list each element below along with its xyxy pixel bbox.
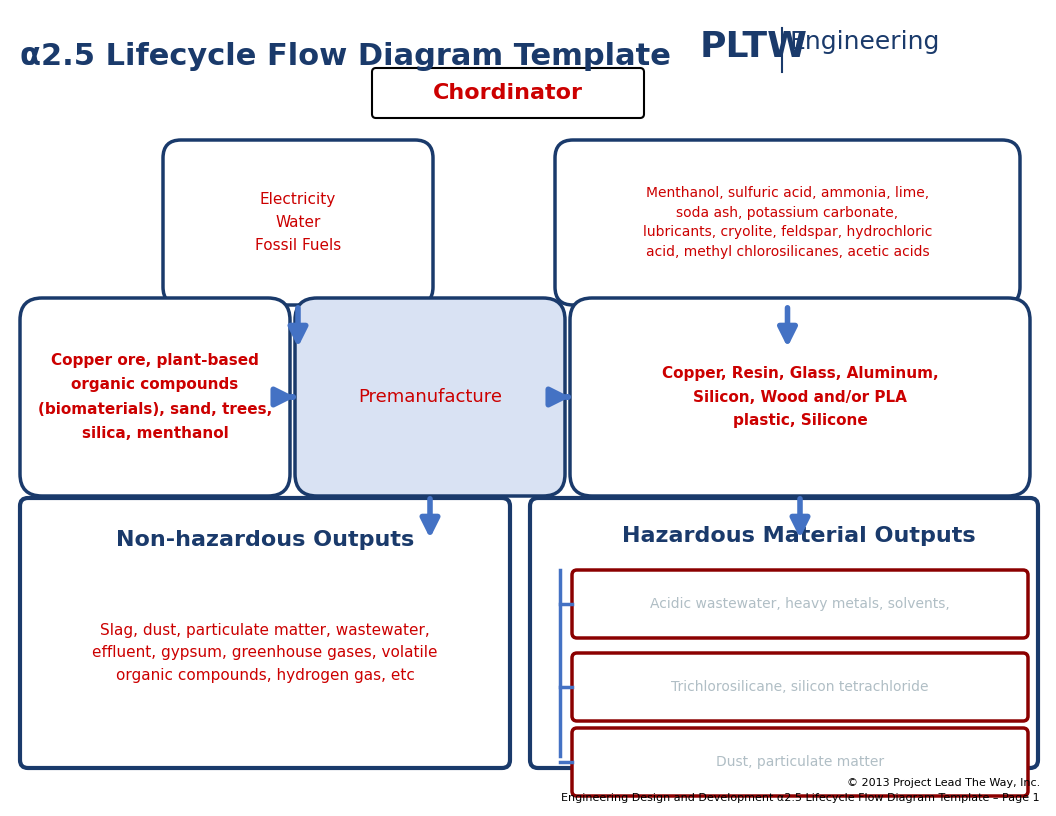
FancyBboxPatch shape: [570, 298, 1030, 496]
FancyBboxPatch shape: [555, 140, 1020, 305]
Text: Trichlorosilicane, silicon tetrachloride: Trichlorosilicane, silicon tetrachloride: [672, 680, 928, 694]
FancyBboxPatch shape: [530, 498, 1038, 768]
Text: Copper ore, plant-based
organic compounds
(biomaterials), sand, trees,
silica, m: Copper ore, plant-based organic compound…: [38, 353, 272, 441]
Text: Chordinator: Chordinator: [433, 83, 583, 103]
Text: Hazardous Material Outputs: Hazardous Material Outputs: [622, 526, 976, 546]
FancyBboxPatch shape: [572, 728, 1027, 796]
FancyBboxPatch shape: [163, 140, 433, 305]
FancyBboxPatch shape: [20, 298, 290, 496]
Text: Engineering: Engineering: [790, 30, 941, 54]
Text: Non-hazardous Outputs: Non-hazardous Outputs: [116, 530, 414, 550]
FancyBboxPatch shape: [372, 68, 644, 118]
Text: Acidic wastewater, heavy metals, solvents,: Acidic wastewater, heavy metals, solvent…: [650, 597, 950, 611]
Text: Copper, Resin, Glass, Aluminum,
Silicon, Wood and/or PLA
plastic, Silicone: Copper, Resin, Glass, Aluminum, Silicon,…: [662, 366, 939, 428]
Text: Premanufacture: Premanufacture: [358, 388, 502, 406]
Text: © 2013 Project Lead The Way, Inc.: © 2013 Project Lead The Way, Inc.: [847, 778, 1040, 788]
Text: Engineering Design and Development α2.5 Lifecycle Flow Diagram Template – Page 1: Engineering Design and Development α2.5 …: [562, 793, 1040, 803]
Text: PLTW: PLTW: [700, 30, 808, 64]
FancyBboxPatch shape: [572, 653, 1027, 721]
Text: α2.5 Lifecycle Flow Diagram Template: α2.5 Lifecycle Flow Diagram Template: [20, 42, 671, 71]
Text: Slag, dust, particulate matter, wastewater,
effluent, gypsum, greenhouse gases, : Slag, dust, particulate matter, wastewat…: [92, 623, 438, 683]
FancyBboxPatch shape: [572, 570, 1027, 638]
Text: Menthanol, sulfuric acid, ammonia, lime,
soda ash, potassium carbonate,
lubrican: Menthanol, sulfuric acid, ammonia, lime,…: [643, 186, 932, 259]
Text: Dust, particulate matter: Dust, particulate matter: [716, 755, 884, 769]
FancyBboxPatch shape: [20, 498, 510, 768]
Text: Electricity
Water
Fossil Fuels: Electricity Water Fossil Fuels: [254, 192, 341, 254]
FancyBboxPatch shape: [295, 298, 565, 496]
